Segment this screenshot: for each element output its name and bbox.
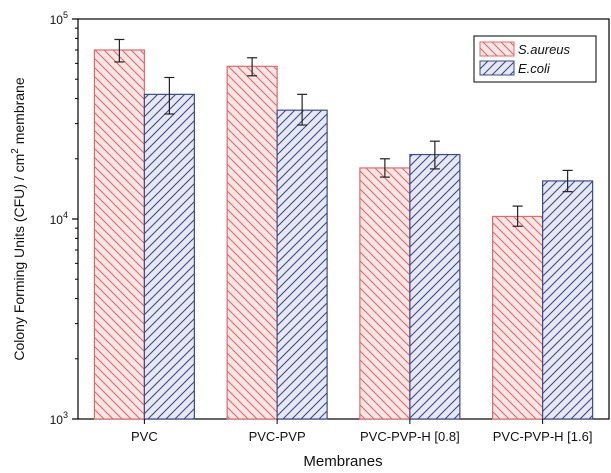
x-axis: PVC PVC-PVP PVC-PVP-H [0.8] PVC-PVP-H [1.6] bbox=[131, 419, 592, 444]
y-tick-label-10000: 104 bbox=[50, 210, 68, 227]
x-tick-label-pvc-pvp: PVC-PVP bbox=[249, 429, 306, 444]
error-bar-e-coli-pvc-pvp bbox=[297, 93, 308, 126]
x-axis-title: Membranes bbox=[303, 453, 382, 470]
bar-e-coli-pvc bbox=[143, 93, 195, 420]
error-bar-s-aureus-pvc-pvp bbox=[247, 57, 258, 77]
error-bar-s-aureus-pvc-pvp-h-0-8 bbox=[379, 158, 390, 178]
error-bar-e-coli-pvc-pvp-h-0-8 bbox=[429, 140, 440, 170]
bar-e-coli-pvc-pvp-h-0-8 bbox=[409, 153, 461, 420]
legend-swatch-e-coli bbox=[479, 60, 515, 76]
y-tick-label-100000: 105 bbox=[50, 10, 68, 27]
error-bar-e-coli-pvc bbox=[164, 76, 175, 115]
legend: S.aureus E.coli bbox=[473, 35, 597, 83]
x-tick-label-pvc-pvp-h-1-6: PVC-PVP-H [1.6] bbox=[493, 429, 593, 444]
legend-label-s-aureus: S.aureus bbox=[518, 42, 571, 57]
legend-label-e-coli: E.coli bbox=[518, 61, 551, 76]
bar-e-coli-pvc-pvp-h-1-6 bbox=[542, 180, 594, 420]
y-axis-title-main: Colony Forming Units (CFU) / cm bbox=[11, 154, 27, 361]
y-axis-title-superscript: 2 bbox=[10, 148, 21, 154]
legend-swatch-s-aureus bbox=[479, 41, 515, 57]
error-bar-e-coli-pvc-pvp-h-1-6 bbox=[562, 169, 573, 193]
error-bar-s-aureus-pvc bbox=[114, 38, 125, 63]
y-axis-title-tail: membrane bbox=[11, 77, 27, 148]
bar-e-coli-pvc-pvp bbox=[276, 109, 328, 420]
error-bar-s-aureus-pvc-pvp-h-1-6 bbox=[512, 205, 523, 227]
y-axis: 103 104 105 bbox=[50, 10, 78, 427]
bar-s-aureus-pvc-pvp-h-1-6 bbox=[492, 215, 544, 420]
bar-s-aureus-pvc bbox=[93, 49, 145, 420]
error-bars-layer bbox=[114, 38, 573, 227]
x-tick-label-pvc-pvp-h-0-8: PVC-PVP-H [0.8] bbox=[360, 429, 460, 444]
y-axis-title: Colony Forming Units (CFU) / cm2 membran… bbox=[10, 77, 27, 361]
y-tick-label-1000: 103 bbox=[50, 410, 68, 427]
bars-layer bbox=[93, 49, 594, 420]
bar-s-aureus-pvc-pvp-h-0-8 bbox=[359, 167, 411, 420]
x-tick-label-pvc: PVC bbox=[131, 429, 158, 444]
bar-s-aureus-pvc-pvp bbox=[226, 65, 278, 420]
